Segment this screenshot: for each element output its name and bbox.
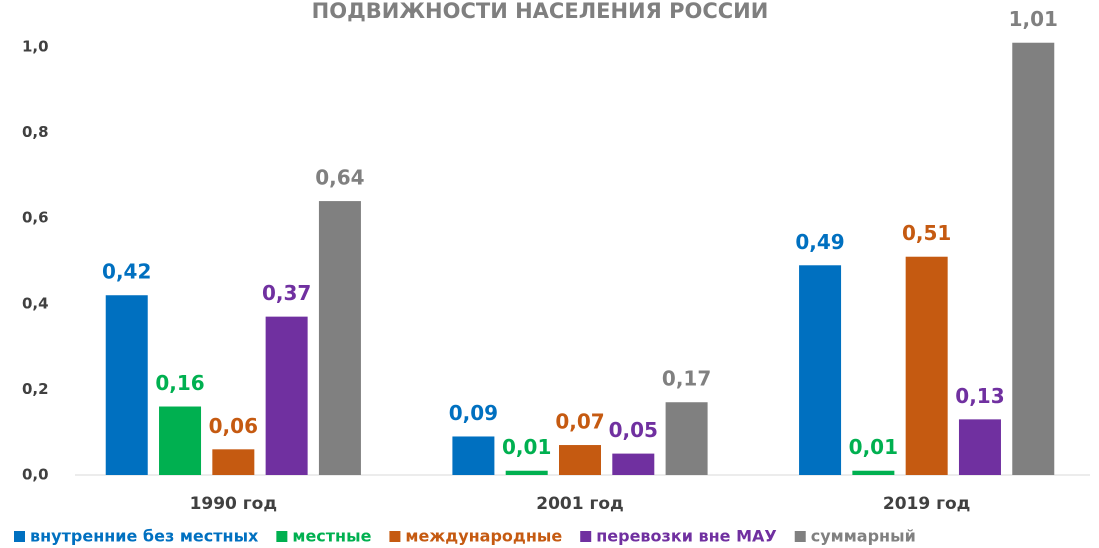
chart-title: ПОДВИЖНОСТИ НАСЕЛЕНИЯ РОССИИ	[312, 0, 769, 23]
bar	[612, 453, 655, 475]
y-tick-label: 0,6	[22, 209, 49, 227]
value-label: 0,42	[102, 260, 151, 284]
bar	[505, 470, 548, 475]
value-label: 0,06	[209, 414, 258, 438]
value-label: 0,49	[795, 230, 844, 254]
legend-swatch	[389, 531, 401, 542]
value-label: 0,09	[449, 401, 498, 425]
value-label: 0,64	[315, 166, 364, 190]
value-label: 0,07	[555, 410, 604, 434]
bar	[958, 419, 1001, 475]
bar	[905, 256, 948, 475]
legend-swatch	[794, 531, 806, 542]
legend-label: суммарный	[811, 527, 916, 546]
value-label: 0,16	[155, 371, 204, 395]
y-tick-label: 0,8	[22, 123, 49, 141]
value-label: 0,05	[609, 418, 658, 442]
y-tick-label: 0,2	[22, 380, 49, 398]
bar	[665, 402, 708, 475]
bar	[452, 436, 495, 475]
value-label: 0,01	[502, 435, 551, 459]
x-tick-label: 2019 год	[883, 494, 971, 514]
legend-swatch	[276, 531, 288, 542]
legend-label: перевозки вне МАУ	[596, 527, 777, 546]
value-label: 0,17	[662, 367, 711, 391]
legend-swatch	[580, 531, 592, 542]
value-label: 0,13	[955, 384, 1004, 408]
bar	[265, 316, 308, 475]
bar	[1012, 42, 1055, 475]
bar	[318, 201, 361, 475]
x-tick-label: 2001 год	[536, 494, 624, 514]
bar	[852, 470, 895, 475]
bar	[105, 295, 148, 475]
value-label: 0,51	[902, 221, 951, 245]
value-label: 0,37	[262, 281, 311, 305]
legend-swatch	[14, 531, 25, 542]
bar	[799, 265, 842, 475]
legend-label: внутренние без местных	[30, 527, 259, 546]
bar	[559, 445, 601, 475]
x-tick-label: 1990 год	[190, 494, 278, 514]
value-label: 1,01	[1009, 7, 1058, 31]
bar	[159, 406, 202, 475]
legend-label: международные	[405, 527, 562, 546]
y-tick-label: 0,0	[22, 466, 49, 484]
value-label: 0,01	[849, 435, 898, 459]
y-tick-label: 0,4	[22, 294, 49, 312]
legend-label: местные	[292, 527, 371, 546]
bar	[212, 449, 255, 475]
y-tick-label: 1,0	[22, 38, 49, 56]
